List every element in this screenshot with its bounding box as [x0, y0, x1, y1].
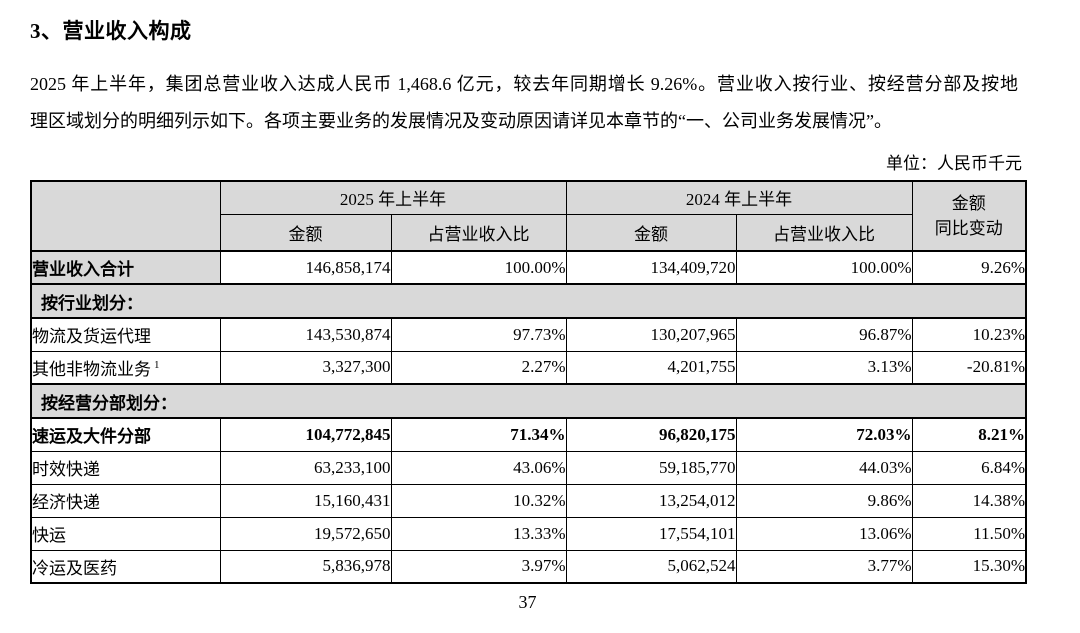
table-row-total-revenue: 营业收入合计 146,858,174 100.00% 134,409,720 1…: [30, 250, 1027, 285]
share-2024-cell: 72.03%: [735, 417, 913, 452]
header-yoy-line2: 同比变动: [934, 219, 1003, 238]
row-label-cell: 营业收入合计: [30, 250, 221, 285]
share-2024-cell: 96.87%: [735, 317, 913, 352]
intro-paragraph-line-2: 理区域划分的明细列示如下。各项主要业务的发展情况及变动原因请详见本章节的“一、公…: [30, 111, 892, 131]
share-2024-cell: 3.77%: [735, 549, 913, 584]
section-label-cell: 按经营分部划分：: [30, 383, 1027, 419]
row-label-cell: 物流及货运代理: [30, 317, 221, 352]
amount-2024-cell: 130,207,965: [565, 317, 737, 352]
yoy-change-cell: 8.21%: [911, 417, 1027, 452]
table-row-logistics-freight: 物流及货运代理 143,530,874 97.73% 130,207,965 9…: [30, 317, 1027, 352]
header-yoy-change: 金额 同比变动: [911, 180, 1027, 252]
intro-paragraph-line-1: 2025 年上半年，集团总营业收入达成人民币 1,468.6 亿元，较去年同期增…: [30, 74, 1018, 94]
row-label-cell: 冷运及医药: [30, 549, 221, 584]
amount-2025-cell: 19,572,650: [219, 516, 392, 551]
amount-2025-cell: 146,858,174: [219, 250, 392, 285]
section-label-cell: 按行业划分：: [30, 283, 1027, 319]
header-period-2024: 2024 年上半年: [565, 180, 913, 215]
row-label-cell: 快运: [30, 516, 221, 551]
yoy-change-cell: 10.23%: [911, 317, 1027, 352]
intro-paragraph: 2025 年上半年，集团总营业收入达成人民币 1,468.6 亿元，较去年同期增…: [30, 66, 1018, 140]
section-row-by-segment: 按经营分部划分：: [30, 383, 1027, 419]
share-2025-cell: 13.33%: [390, 516, 567, 551]
table-corner-cell: [30, 180, 221, 252]
table-row-other-non-logistics: 其他非物流业务 1 3,327,300 2.27% 4,201,755 3.13%…: [30, 350, 1027, 385]
amount-2025-cell: 63,233,100: [219, 450, 392, 485]
header-amount-2024: 金额: [565, 213, 737, 252]
share-2025-cell: 2.27%: [390, 350, 567, 385]
section-row-by-industry: 按行业划分：: [30, 283, 1027, 319]
amount-2024-cell: 59,185,770: [565, 450, 737, 485]
row-label: 其他非物流业务: [32, 359, 151, 379]
share-2024-cell: 100.00%: [735, 250, 913, 285]
page-number: 37: [518, 592, 537, 612]
table-row-economy-express: 经济快递 15,160,431 10.32% 13,254,012 9.86% …: [30, 483, 1027, 518]
yoy-change-cell: 14.38%: [911, 483, 1027, 518]
share-2024-cell: 13.06%: [735, 516, 913, 551]
amount-2025-cell: 5,836,978: [219, 549, 392, 584]
amount-2025-cell: 15,160,431: [219, 483, 392, 518]
table-row-express-bulky-segment: 速运及大件分部 104,772,845 71.34% 96,820,175 72…: [30, 417, 1027, 452]
header-amount-2025: 金额: [219, 213, 392, 252]
yoy-change-cell: -20.81%: [911, 350, 1027, 385]
table-header-row-periods: 2025 年上半年 2024 年上半年 金额 同比变动: [30, 180, 1027, 252]
share-2024-cell: 3.13%: [735, 350, 913, 385]
footnote-ref: 1: [154, 359, 160, 372]
table-row-time-definite-express: 时效快递 63,233,100 43.06% 59,185,770 44.03%…: [30, 450, 1027, 485]
share-2025-cell: 3.97%: [390, 549, 567, 584]
amount-2025-cell: 104,772,845: [219, 417, 392, 452]
amount-2024-cell: 4,201,755: [565, 350, 737, 385]
table-row-freight: 快运 19,572,650 13.33% 17,554,101 13.06% 1…: [30, 516, 1027, 551]
share-2025-cell: 97.73%: [390, 317, 567, 352]
document-page: 3、营业收入构成 2025 年上半年，集团总营业收入达成人民币 1,468.6 …: [0, 18, 1080, 633]
section-heading: 3、营业收入构成: [30, 19, 192, 43]
amount-2024-cell: 96,820,175: [565, 417, 737, 452]
yoy-change-cell: 11.50%: [911, 516, 1027, 551]
revenue-composition-table: 2025 年上半年 2024 年上半年 金额 同比变动 金额 占营业收入比 金额…: [30, 180, 1027, 584]
share-2025-cell: 10.32%: [390, 483, 567, 518]
row-label-cell: 时效快递: [30, 450, 221, 485]
table-row-cold-chain-pharma: 冷运及医药 5,836,978 3.97% 5,062,524 3.77% 15…: [30, 549, 1027, 584]
amount-2024-cell: 13,254,012: [565, 483, 737, 518]
share-2024-cell: 9.86%: [735, 483, 913, 518]
row-label-cell: 经济快递: [30, 483, 221, 518]
share-2025-cell: 71.34%: [390, 417, 567, 452]
table-header-row-measures: 金额 占营业收入比 金额 占营业收入比: [31, 213, 1026, 252]
amount-2025-cell: 143,530,874: [219, 317, 392, 352]
header-period-2025: 2025 年上半年: [219, 180, 567, 215]
share-2025-cell: 100.00%: [390, 250, 567, 285]
unit-label: 单位：人民币千元: [886, 154, 1022, 173]
amount-2024-cell: 5,062,524: [565, 549, 737, 584]
row-label-cell: 其他非物流业务 1: [30, 350, 221, 385]
share-2025-cell: 43.06%: [390, 450, 567, 485]
yoy-change-cell: 15.30%: [911, 549, 1027, 584]
yoy-change-cell: 6.84%: [911, 450, 1027, 485]
amount-2025-cell: 3,327,300: [219, 350, 392, 385]
header-share-2025: 占营业收入比: [390, 213, 567, 252]
yoy-change-cell: 9.26%: [911, 250, 1027, 285]
header-yoy-line1: 金额: [951, 194, 986, 213]
amount-2024-cell: 17,554,101: [565, 516, 737, 551]
header-share-2024: 占营业收入比: [735, 213, 913, 252]
row-label-cell: 速运及大件分部: [30, 417, 221, 452]
share-2024-cell: 44.03%: [735, 450, 913, 485]
amount-2024-cell: 134,409,720: [565, 250, 737, 285]
